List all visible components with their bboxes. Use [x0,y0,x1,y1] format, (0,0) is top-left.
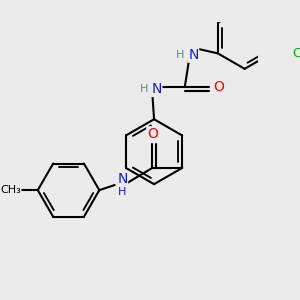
Text: H: H [176,50,185,60]
Text: Cl: Cl [292,47,300,60]
Text: H: H [140,84,148,94]
Text: N: N [188,48,199,62]
Text: O: O [214,80,224,94]
Text: CH₃: CH₃ [0,185,21,195]
Text: N: N [152,82,162,96]
Text: O: O [147,127,158,141]
Text: H: H [118,187,127,197]
Text: N: N [117,172,128,186]
